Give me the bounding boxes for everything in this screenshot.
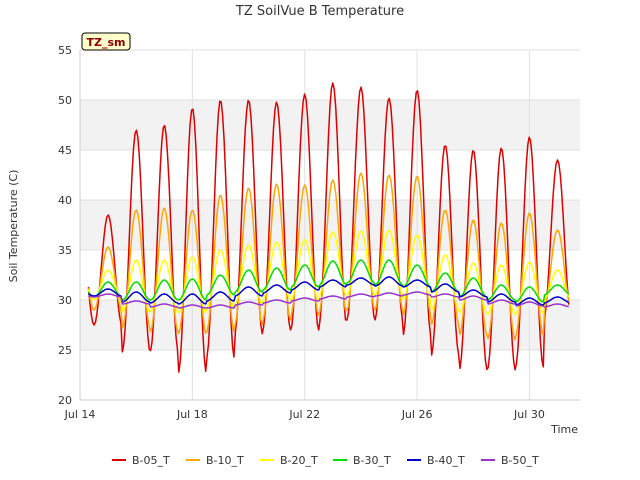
legend-label: B-40_T [427, 454, 465, 467]
x-tick-label: Jul 18 [176, 408, 208, 421]
axes [79, 50, 580, 401]
site-badge-box [81, 32, 131, 51]
legend-label: B-10_T [206, 454, 244, 467]
legend-label: B-30_T [353, 454, 391, 467]
series-line-b-10-t [87, 172, 570, 341]
x-tick-label: Jul 14 [64, 408, 96, 421]
x-tick-label: Jul 22 [288, 408, 320, 421]
y-tick-label: 40 [58, 194, 72, 207]
x-axis-ticks: Jul 14 Jul 18 Jul 22 Jul 26 Jul 30 [64, 408, 545, 421]
y-tick-label: 35 [58, 244, 72, 257]
chart-title: TZ SoilVue B Temperature [235, 4, 404, 19]
y-tick-label: 55 [58, 44, 72, 57]
plot-band [80, 300, 580, 350]
x-tick-label: Jul 26 [401, 408, 433, 421]
series-line-b-05-t [87, 82, 570, 373]
y-tick-label: 50 [58, 94, 72, 107]
series-line-b-20-t [87, 229, 570, 316]
y-axis-label: Soil Temperature (C) [7, 170, 20, 283]
series-line-b-30-t [87, 259, 570, 303]
legend: B-05_T B-10_T B-20_T B-30_T B-40_T B-50_T [112, 454, 539, 467]
site-badge: TZ_sm [81, 32, 131, 51]
legend-label: B-20_T [280, 454, 318, 467]
series-line-b-40-t [87, 276, 570, 306]
y-tick-label: 25 [58, 344, 72, 357]
series-line-b-50-t [88, 291, 569, 309]
legend-label: B-50_T [501, 454, 539, 467]
y-tick-label: 30 [58, 294, 72, 307]
y-tick-label: 20 [58, 394, 72, 407]
series-layer [87, 82, 570, 373]
legend-label: B-05_T [132, 454, 170, 467]
site-badge-label: TZ_sm [87, 36, 126, 49]
x-tick-label: Jul 30 [513, 408, 545, 421]
y-tick-label: 45 [58, 144, 72, 157]
y-axis-ticks: 20 25 30 35 40 45 50 55 [58, 44, 72, 407]
x-axis-label: Time [550, 423, 578, 436]
